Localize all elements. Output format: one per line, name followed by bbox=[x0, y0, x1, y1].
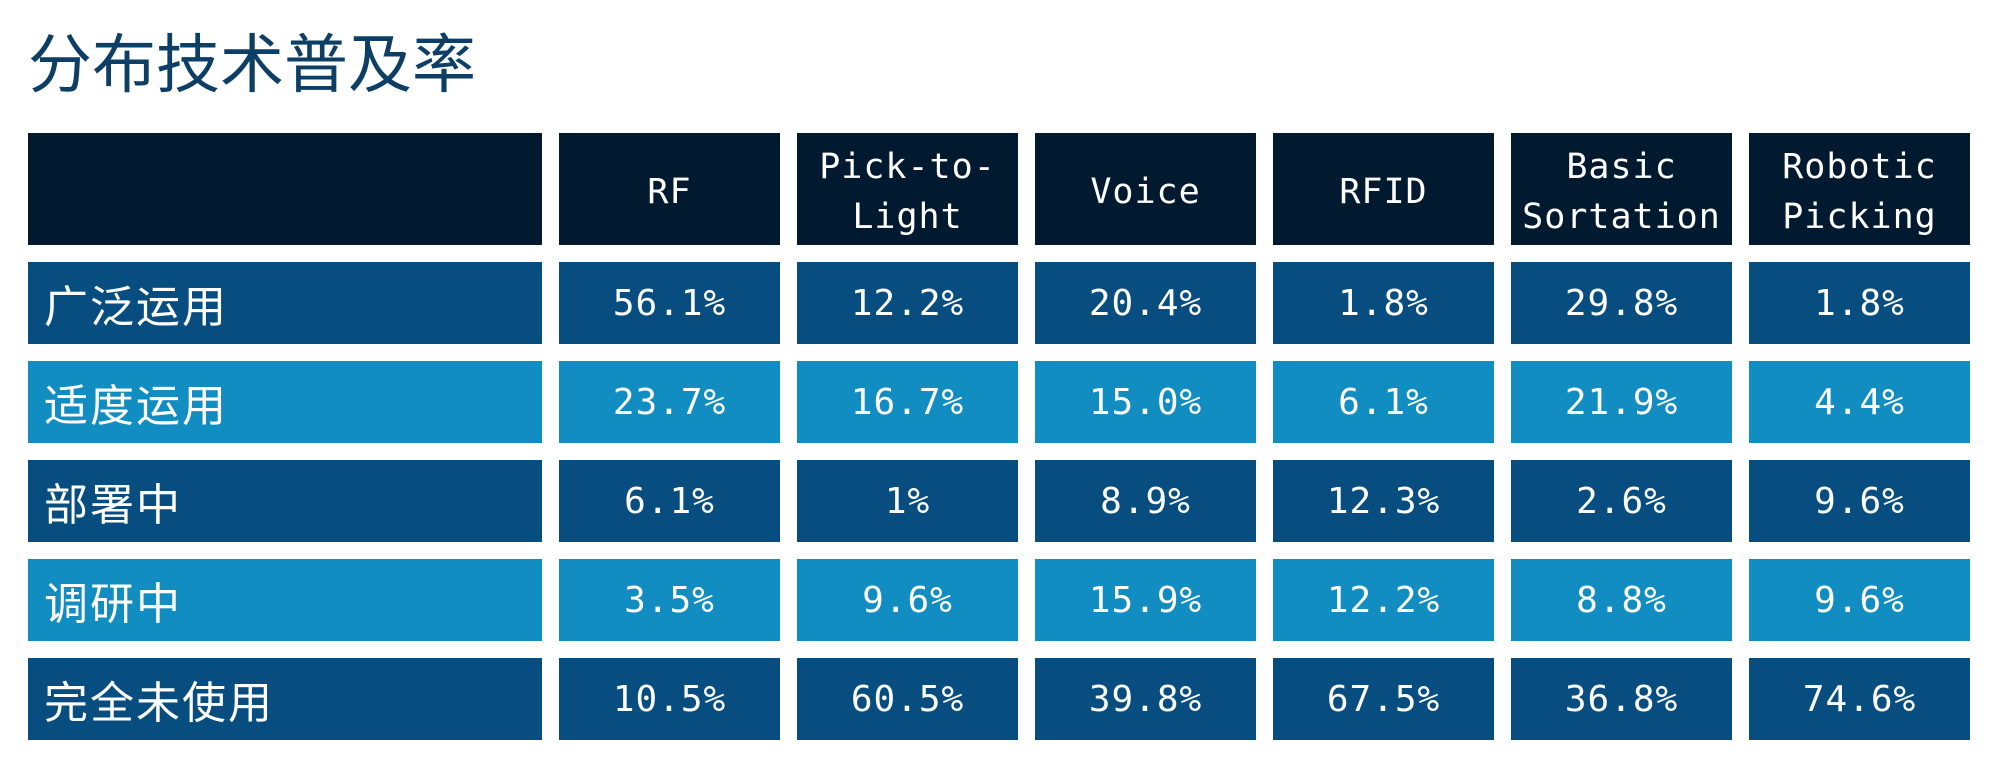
table-cell: 56.1% bbox=[559, 262, 780, 344]
table-cell: 9.6% bbox=[1749, 559, 1970, 641]
row-label-researching: 调研中 bbox=[28, 559, 542, 641]
table-cell: 36.8% bbox=[1511, 658, 1732, 740]
table-cell: 12.2% bbox=[797, 262, 1018, 344]
table-cell: 21.9% bbox=[1511, 361, 1732, 443]
row-label-moderately-used: 适度运用 bbox=[28, 361, 542, 443]
table-corner-cell bbox=[28, 133, 542, 245]
column-header-rfid: RFID bbox=[1273, 133, 1494, 245]
table-cell: 20.4% bbox=[1035, 262, 1256, 344]
table-cell: 29.8% bbox=[1511, 262, 1732, 344]
table-cell: 12.2% bbox=[1273, 559, 1494, 641]
column-header-robotic-picking: Robotic Picking bbox=[1749, 133, 1970, 245]
table-cell: 12.3% bbox=[1273, 460, 1494, 542]
table-cell: 15.9% bbox=[1035, 559, 1256, 641]
adoption-table: RF Pick-to- Light Voice RFID Basic Sorta… bbox=[28, 133, 1972, 740]
table-cell: 8.9% bbox=[1035, 460, 1256, 542]
table-cell: 6.1% bbox=[559, 460, 780, 542]
table-cell: 1% bbox=[797, 460, 1018, 542]
column-header-pick-to-light: Pick-to- Light bbox=[797, 133, 1018, 245]
row-label-widely-used: 广泛运用 bbox=[28, 262, 542, 344]
table-cell: 16.7% bbox=[797, 361, 1018, 443]
row-label-not-used: 完全未使用 bbox=[28, 658, 542, 740]
page-title: 分布技术普及率 bbox=[28, 29, 476, 103]
table-cell: 67.5% bbox=[1273, 658, 1494, 740]
table-cell: 8.8% bbox=[1511, 559, 1732, 641]
column-header-rf: RF bbox=[559, 133, 780, 245]
table-cell: 39.8% bbox=[1035, 658, 1256, 740]
table-cell: 9.6% bbox=[797, 559, 1018, 641]
table-cell: 15.0% bbox=[1035, 361, 1256, 443]
table-cell: 10.5% bbox=[559, 658, 780, 740]
table-cell: 6.1% bbox=[1273, 361, 1494, 443]
table-cell: 1.8% bbox=[1273, 262, 1494, 344]
column-header-basic-sortation: Basic Sortation bbox=[1511, 133, 1732, 245]
table-cell: 2.6% bbox=[1511, 460, 1732, 542]
table-cell: 23.7% bbox=[559, 361, 780, 443]
table-cell: 60.5% bbox=[797, 658, 1018, 740]
table-cell: 4.4% bbox=[1749, 361, 1970, 443]
row-label-deploying: 部署中 bbox=[28, 460, 542, 542]
column-header-voice: Voice bbox=[1035, 133, 1256, 245]
table-cell: 9.6% bbox=[1749, 460, 1970, 542]
table-cell: 74.6% bbox=[1749, 658, 1970, 740]
table-cell: 1.8% bbox=[1749, 262, 1970, 344]
table-cell: 3.5% bbox=[559, 559, 780, 641]
